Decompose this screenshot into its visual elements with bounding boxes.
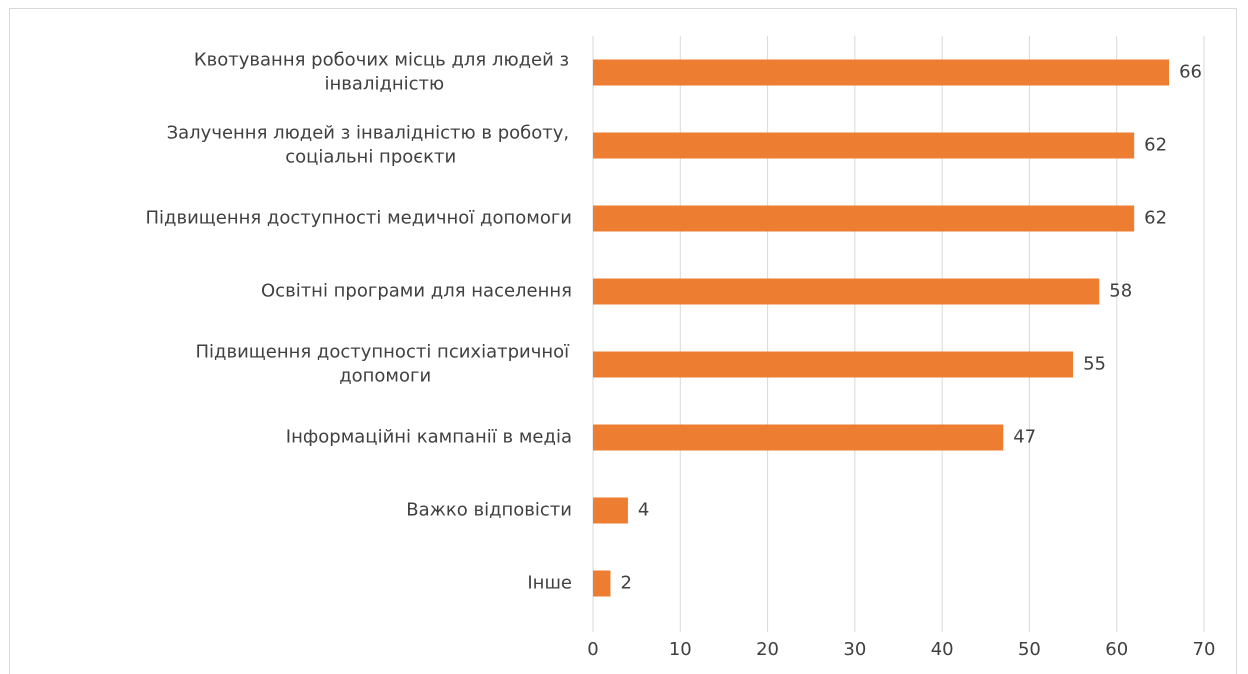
x-tick-label: 40 [931,639,954,660]
x-tick-label: 60 [1105,639,1128,660]
data-label: 62 [1144,208,1167,229]
bar [593,570,611,597]
x-tick-label: 30 [843,639,866,660]
y-tick-label: Підвищення доступності психіатричної доп… [196,342,575,387]
data-label: 47 [1013,427,1036,448]
bar [593,205,1135,232]
bar [593,424,1004,451]
y-tick-label: Важко відповісти [406,500,572,521]
data-label: 62 [1144,135,1167,156]
bar [593,132,1135,159]
y-tick-label: Інше [527,573,572,594]
y-tick-label: Залучення людей з інвалідністю в роботу,… [167,123,575,168]
y-tick-label: Інформаційні кампанії в медіа [286,427,572,448]
data-label: 66 [1179,62,1202,83]
data-label: 58 [1109,281,1132,302]
bar [593,278,1100,305]
bar [593,351,1074,378]
x-tick-label: 20 [756,639,779,660]
data-label: 2 [620,573,631,594]
x-tick-label: 10 [669,639,692,660]
x-tick-label: 50 [1018,639,1041,660]
x-tick-label: 0 [587,639,598,660]
data-label: 55 [1083,354,1106,375]
y-tick-label: Квотування робочих місць для людей з інв… [194,50,575,95]
data-label: 4 [638,500,649,521]
bar [593,497,628,524]
bar [593,59,1170,86]
x-tick-label: 70 [1193,639,1216,660]
chart-border [9,8,1237,674]
y-tick-label: Освітні програми для населення [261,281,572,302]
y-tick-label: Підвищення доступності медичної допомоги [146,208,572,229]
